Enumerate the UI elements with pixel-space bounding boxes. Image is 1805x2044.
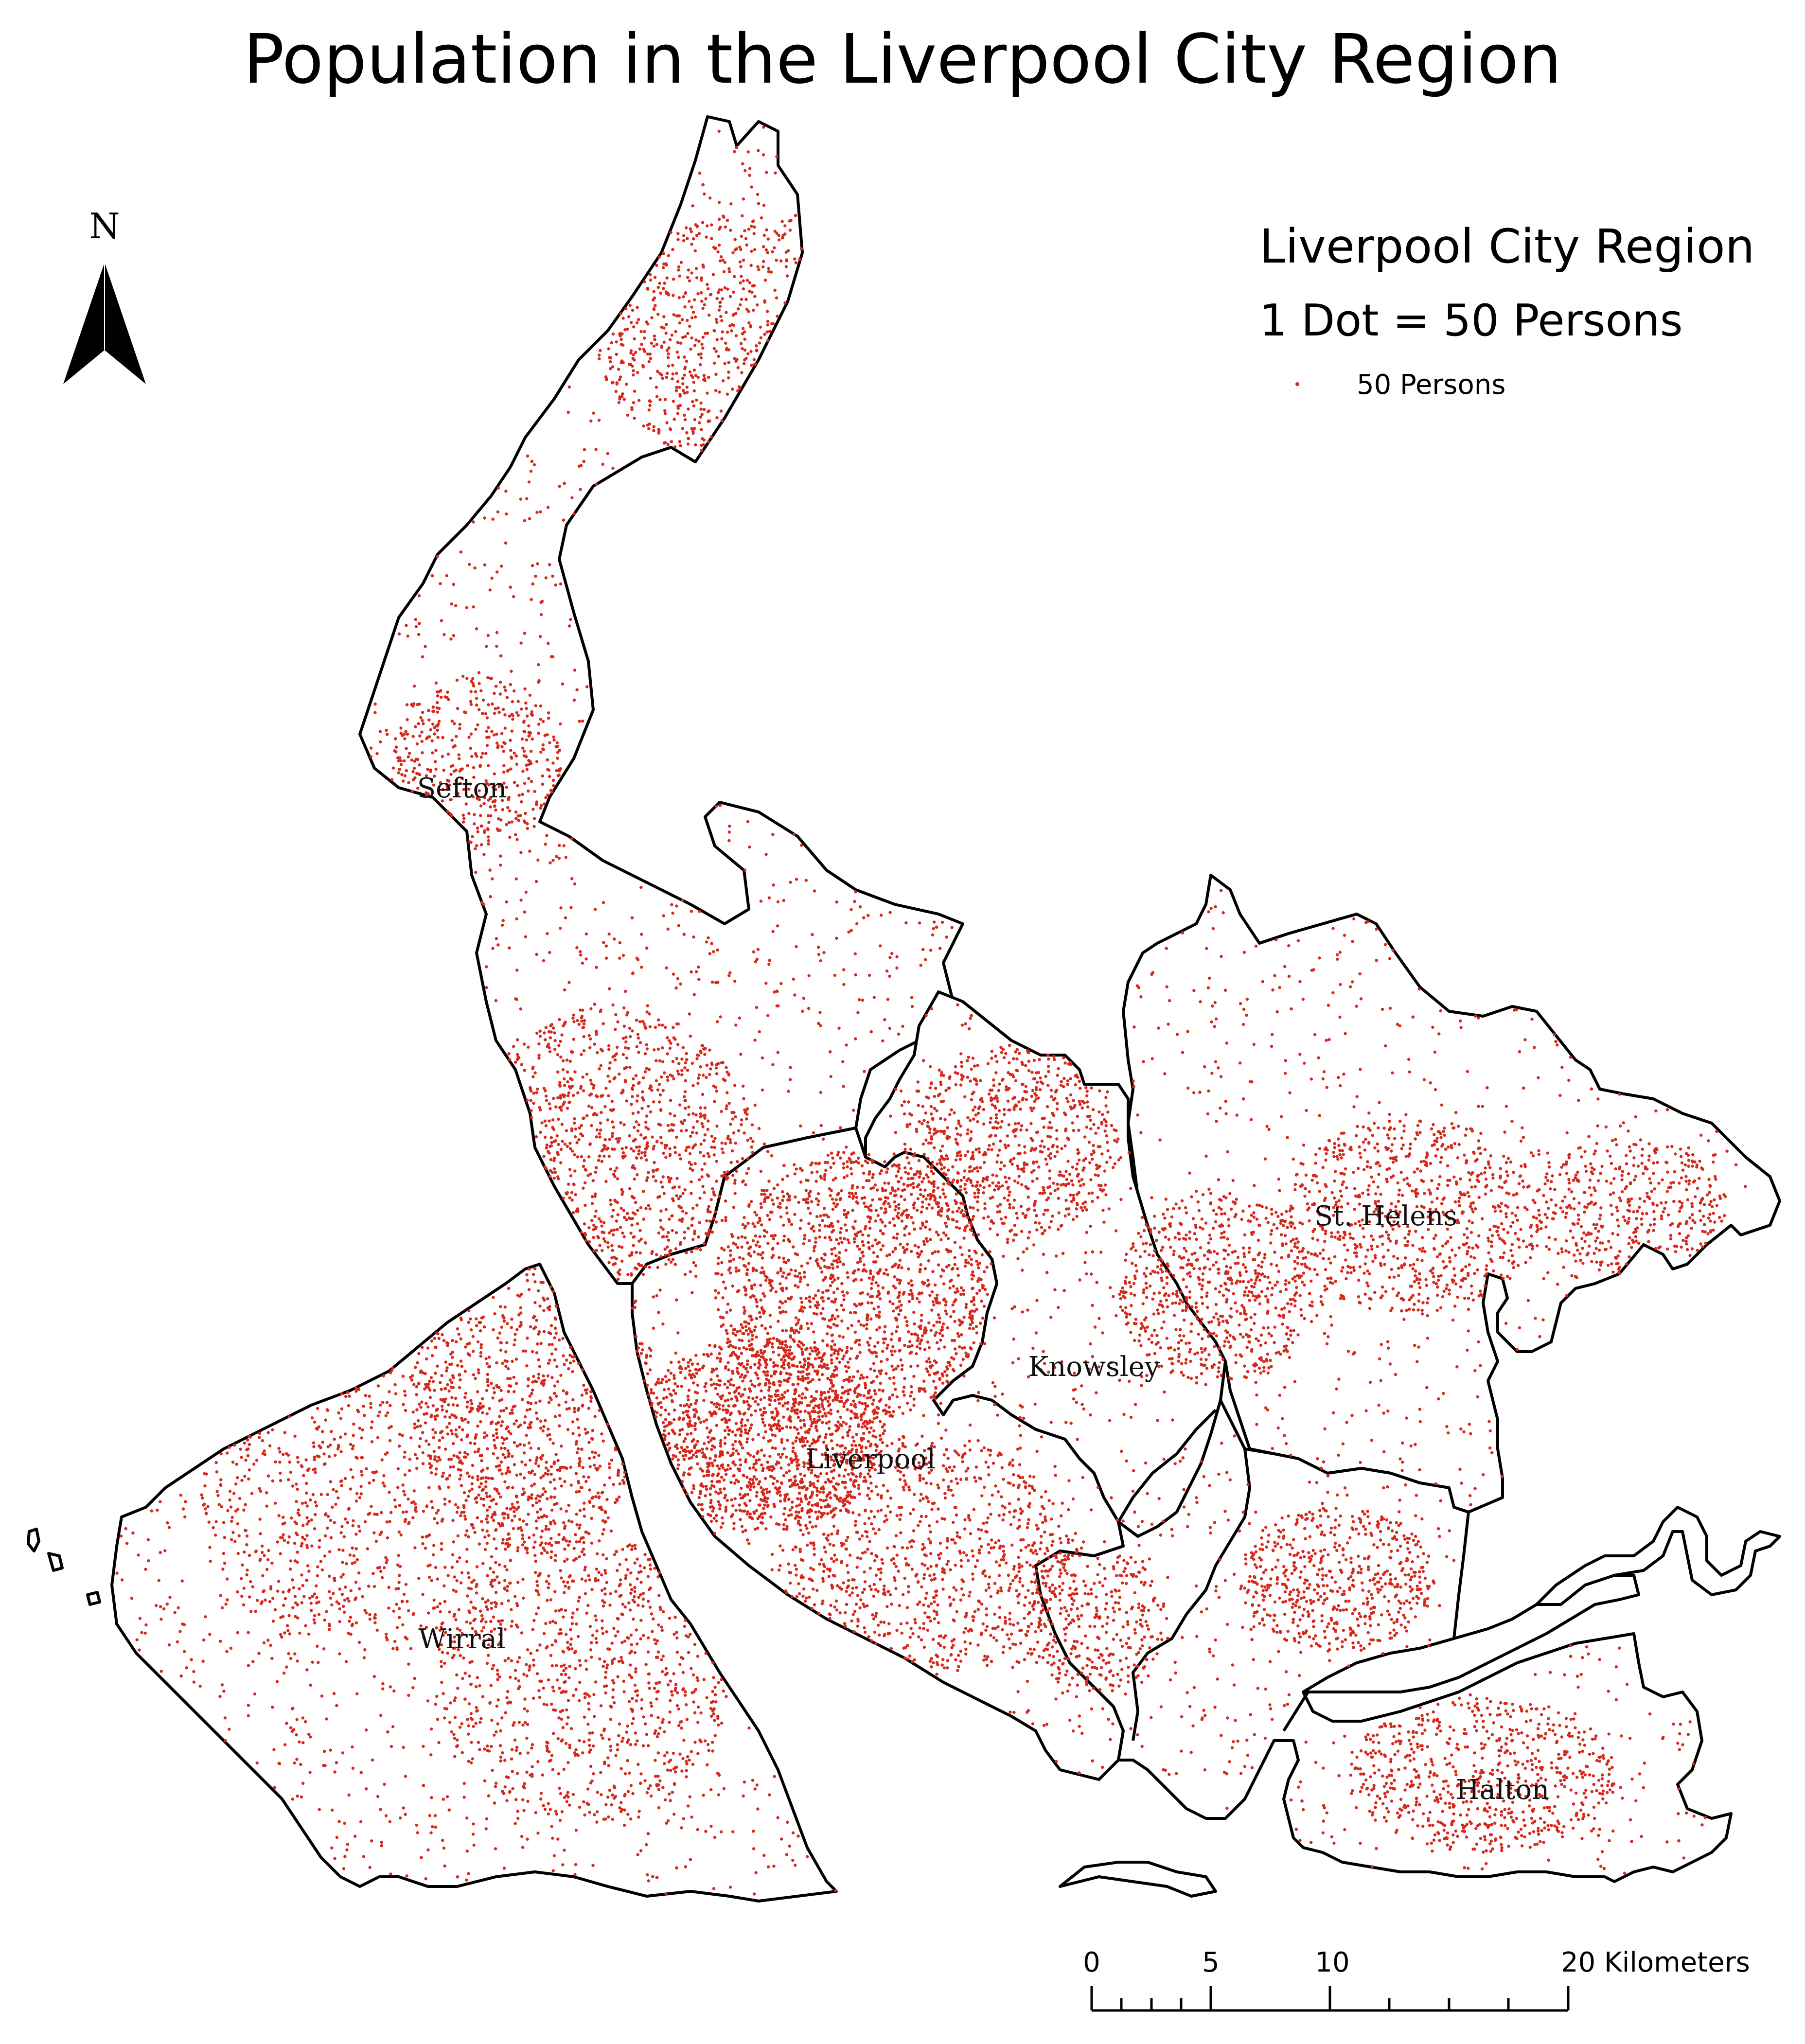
legend-item-label: 50 Persons	[1357, 369, 1505, 401]
dee-coast	[1059, 1861, 1217, 1898]
legend-ratio: 1 Dot = 50 Persons	[1259, 295, 1683, 346]
legend: Liverpool City Region 1 Dot = 50 Persons…	[1259, 219, 1754, 401]
region-label-st-helens: St. Helens	[1314, 1200, 1457, 1232]
legend-heading: Liverpool City Region	[1259, 219, 1754, 274]
scale-tick-5: 5	[1202, 1947, 1220, 1978]
region-label-halton: Halton	[1456, 1774, 1549, 1806]
region-labels: Sefton St. Helens Knowsley Liverpool Wir…	[417, 773, 1549, 1806]
legend-dot-icon	[1295, 382, 1299, 386]
scale-tick-20: 20 Kilometers	[1561, 1947, 1750, 1978]
region-wirral-shape	[110, 1263, 838, 1903]
scale-tick-0: 0	[1083, 1947, 1100, 1978]
region-label-knowsley: Knowsley	[1028, 1351, 1160, 1383]
estuaries	[1059, 1506, 1781, 1898]
mersey-upper-channel	[1535, 1506, 1781, 1606]
north-label: N	[89, 206, 120, 247]
region-label-wirral: Wirral	[418, 1623, 505, 1655]
scale-bar: 0 5 10 20 Kilometers	[1083, 1947, 1750, 2012]
north-arrow: N	[63, 206, 146, 384]
region-label-liverpool: Liverpool	[805, 1444, 936, 1475]
map-title: Population in the Liverpool City Region	[243, 20, 1562, 99]
hilbre-islands	[27, 1528, 101, 1606]
region-sefton-shape	[358, 115, 964, 1285]
region-halton-shape	[1034, 1399, 1733, 1883]
scale-tick-10: 10	[1315, 1947, 1349, 1978]
population-dots	[115, 125, 1747, 1896]
region-label-sefton: Sefton	[417, 773, 507, 804]
